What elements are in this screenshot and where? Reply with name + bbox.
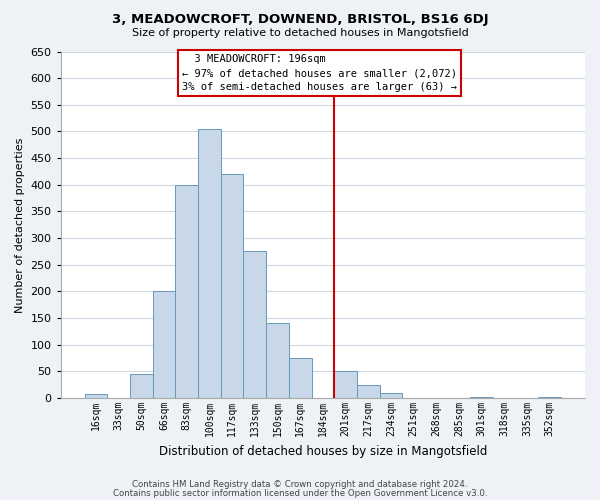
- Bar: [198, 129, 221, 398]
- Bar: [357, 385, 380, 398]
- Text: Size of property relative to detached houses in Mangotsfield: Size of property relative to detached ho…: [131, 28, 469, 38]
- Bar: [130, 374, 152, 398]
- X-axis label: Distribution of detached houses by size in Mangotsfield: Distribution of detached houses by size …: [158, 444, 487, 458]
- Y-axis label: Number of detached properties: Number of detached properties: [15, 137, 25, 312]
- Bar: [470, 397, 493, 398]
- Text: 3 MEADOWCROFT: 196sqm  
← 97% of detached houses are smaller (2,072)
3% of semi-: 3 MEADOWCROFT: 196sqm ← 97% of detached …: [182, 54, 457, 92]
- Bar: [152, 292, 175, 398]
- Bar: [85, 394, 107, 398]
- Text: Contains public sector information licensed under the Open Government Licence v3: Contains public sector information licen…: [113, 489, 487, 498]
- Bar: [221, 174, 244, 398]
- Bar: [334, 372, 357, 398]
- Bar: [266, 324, 289, 398]
- Text: Contains HM Land Registry data © Crown copyright and database right 2024.: Contains HM Land Registry data © Crown c…: [132, 480, 468, 489]
- Bar: [538, 397, 561, 398]
- Text: 3, MEADOWCROFT, DOWNEND, BRISTOL, BS16 6DJ: 3, MEADOWCROFT, DOWNEND, BRISTOL, BS16 6…: [112, 12, 488, 26]
- Bar: [175, 185, 198, 398]
- Bar: [244, 252, 266, 398]
- Bar: [289, 358, 311, 398]
- Bar: [380, 393, 402, 398]
